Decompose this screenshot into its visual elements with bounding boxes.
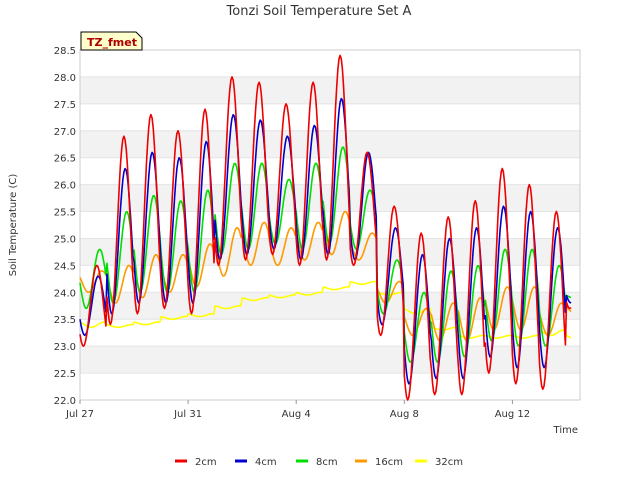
- legend-label-2cm: 2cm: [195, 457, 217, 468]
- y-tick-label: 25.0: [54, 234, 76, 245]
- y-tick-label: 28.5: [54, 46, 76, 57]
- x-tick-label: Aug 12: [495, 409, 530, 420]
- y-axis: 22.0 22.5 23.0 23.5 24.0 24.5 25.0 25.5 26.0 26.5…: [54, 46, 76, 407]
- y-tick-label: 27.0: [54, 127, 76, 138]
- legend-label-4cm: 4cm: [255, 457, 277, 468]
- y-tick-label: 22.0: [54, 396, 76, 407]
- legend-label-16cm: 16cm: [375, 457, 403, 468]
- grid-band: [80, 373, 580, 400]
- x-tick-label: Aug 8: [390, 409, 419, 420]
- station-badge: TZ_fmet: [80, 31, 143, 51]
- y-tick-label: 28.0: [54, 73, 76, 84]
- y-tick-label: 27.5: [54, 100, 76, 111]
- series-line-8cm: [79, 146, 572, 363]
- y-tick-label: 23.5: [54, 315, 76, 326]
- y-tick-label: 23.0: [54, 342, 76, 353]
- grid-band: [80, 157, 580, 185]
- grid-band: [80, 103, 580, 131]
- grid-band: [80, 184, 580, 212]
- grid-band: [80, 130, 580, 158]
- series-line-2cm: [79, 54, 572, 401]
- y-tick-label: 26.0: [54, 181, 76, 192]
- grid-band: [80, 292, 580, 320]
- series-line-4cm: [79, 97, 572, 385]
- y-tick-label: 24.0: [54, 288, 76, 299]
- legend-label-32cm: 32cm: [435, 457, 463, 468]
- x-tick-label: Jul 31: [173, 409, 202, 420]
- y-tick-label: 22.5: [54, 369, 76, 380]
- grid-band: [80, 50, 580, 77]
- y-tick-label: 25.5: [54, 208, 76, 219]
- chart-title: Tonzi Soil Temperature Set A: [226, 4, 412, 19]
- grid-band: [80, 346, 580, 374]
- grid-band: [80, 319, 580, 347]
- grid-band: [80, 76, 580, 104]
- legend-label-8cm: 8cm: [316, 457, 338, 468]
- y-tick-label: 26.5: [54, 154, 76, 165]
- x-tick-label: Jul 27: [65, 409, 94, 420]
- plot-frame: [79, 49, 581, 401]
- x-tick-label: Aug 4: [282, 409, 311, 420]
- y-tick-label: 24.5: [54, 261, 76, 272]
- station-badge-label: TZ_fmet: [87, 36, 137, 49]
- x-axis: Jul 27 Jul 31 Aug 4 Aug 8 Aug 12: [65, 400, 530, 420]
- series-lines: [79, 54, 572, 401]
- y-axis-label: Soil Temperature (C): [8, 174, 19, 277]
- legend: 2cm 4cm 8cm 16cm 32cm: [175, 457, 463, 468]
- x-axis-label: Time: [553, 425, 578, 436]
